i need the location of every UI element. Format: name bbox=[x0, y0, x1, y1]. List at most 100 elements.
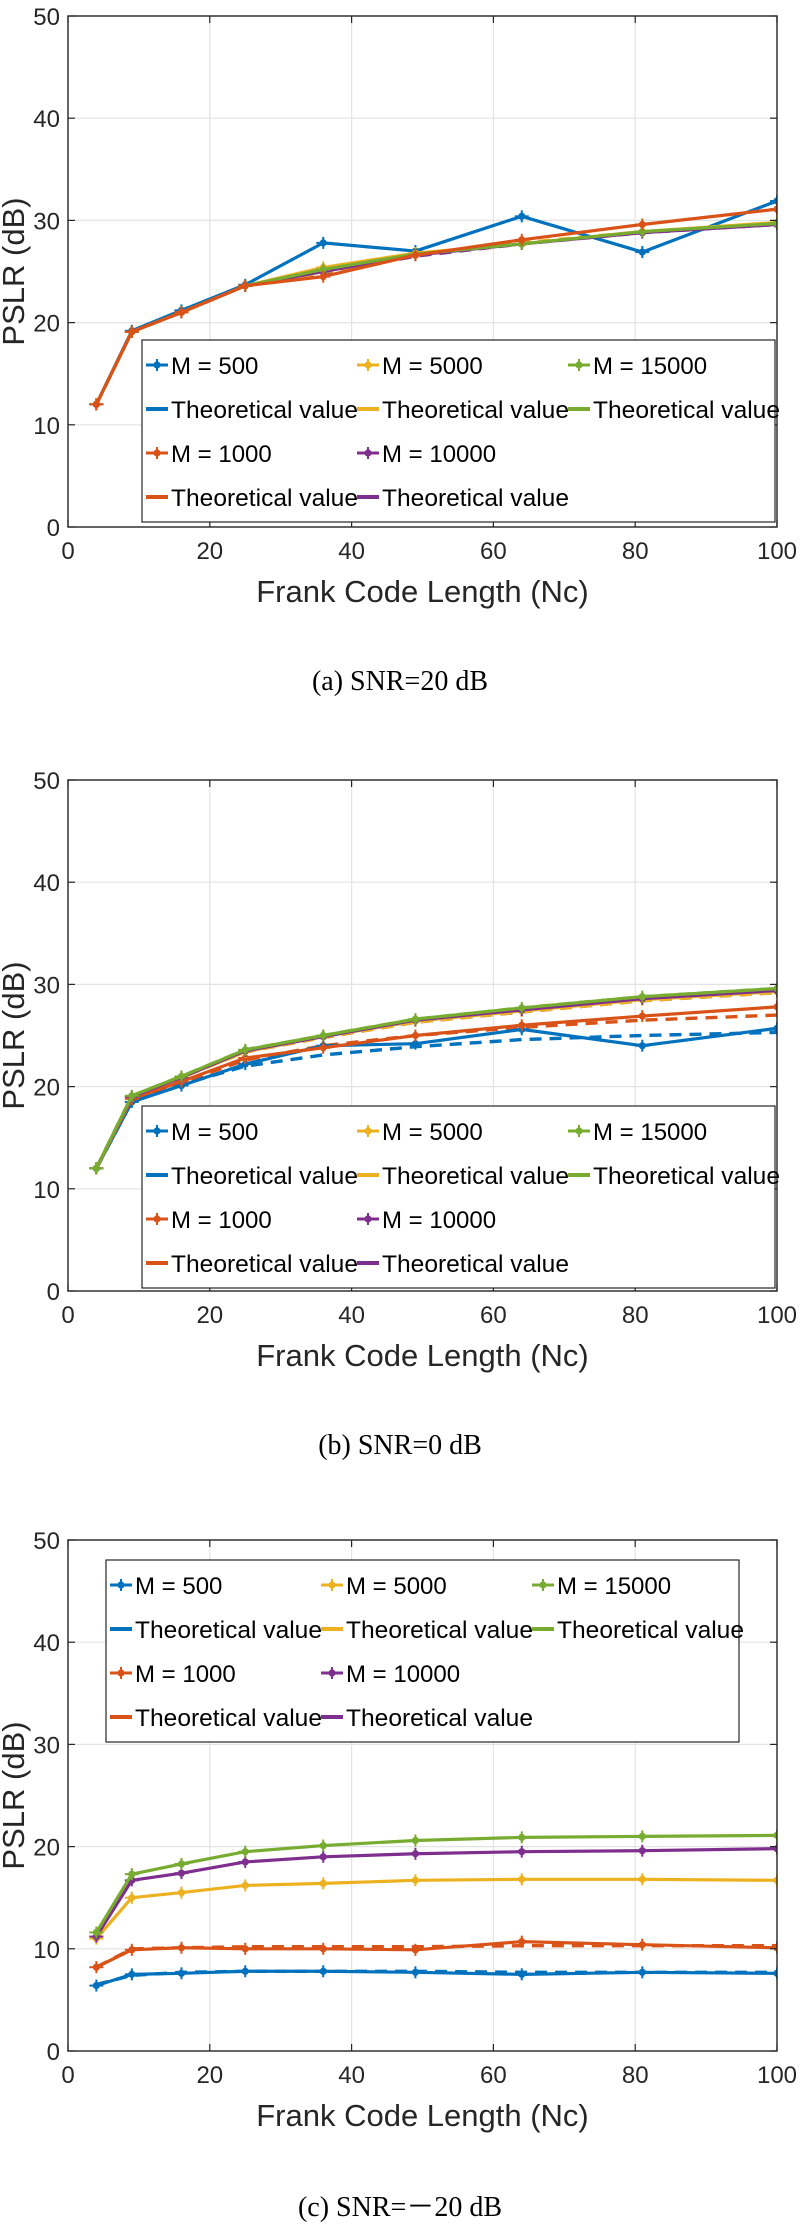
legend-swatch-marker bbox=[150, 359, 164, 371]
data-point-6-3 bbox=[238, 1845, 253, 1858]
legend-label: M = 15000 bbox=[593, 1119, 707, 1146]
legend-item: M = 5000 bbox=[357, 1119, 483, 1146]
legend: M = 500 M = 5000 M = 15000 Theoretical valu… bbox=[105, 1559, 744, 1743]
y-tick-label: 30 bbox=[33, 208, 60, 235]
data-point-2-3 bbox=[238, 1965, 253, 1978]
y-axis-label: PSLR (dB) bbox=[0, 1721, 31, 1869]
legend-swatch-marker bbox=[536, 1579, 550, 1591]
data-point-6-1 bbox=[124, 325, 139, 338]
x-tick-label: 100 bbox=[757, 538, 797, 565]
data-point-5-6 bbox=[514, 1845, 529, 1858]
y-tick-label: 10 bbox=[33, 1177, 60, 1204]
legend-swatch-marker bbox=[572, 359, 586, 371]
legend-item: M = 1000 bbox=[110, 1661, 236, 1688]
legend-label: M = 1000 bbox=[171, 1207, 272, 1234]
data-point-3-1 bbox=[124, 1943, 139, 1956]
y-tick-label: 40 bbox=[33, 1630, 60, 1657]
data-point-2-6 bbox=[514, 210, 529, 223]
data-point-2-5 bbox=[408, 1966, 423, 1979]
legend-item: Theoretical value bbox=[146, 1251, 358, 1278]
data-point-6-7 bbox=[635, 1010, 650, 1023]
series-group bbox=[89, 982, 777, 1175]
data-point-6-0 bbox=[89, 398, 104, 411]
legend-item: Theoretical value bbox=[357, 485, 569, 512]
legend-label: M = 10000 bbox=[382, 1207, 496, 1234]
data-point-6-2 bbox=[174, 306, 189, 319]
x-tick-label: 80 bbox=[622, 2062, 649, 2089]
x-tick-label: 40 bbox=[338, 1302, 365, 1329]
y-tick-label: 10 bbox=[33, 413, 60, 440]
legend-label: M = 10000 bbox=[346, 1661, 460, 1688]
y-tick-label: 30 bbox=[33, 972, 60, 999]
legend-label: M = 5000 bbox=[382, 353, 483, 380]
series-group bbox=[89, 194, 777, 411]
data-point-3-3 bbox=[238, 1942, 253, 1955]
data-point-2-8 bbox=[770, 1967, 777, 1980]
y-tick-label: 50 bbox=[33, 768, 60, 795]
legend-item: Theoretical value bbox=[321, 1705, 533, 1732]
legend-label: M = 500 bbox=[171, 353, 258, 380]
legend-item: M = 10000 bbox=[321, 1661, 460, 1688]
legend-label: M = 500 bbox=[171, 1119, 258, 1146]
y-tick-label: 30 bbox=[33, 1732, 60, 1759]
x-tick-label: 20 bbox=[196, 2062, 223, 2089]
legend-item: Theoretical value bbox=[568, 1163, 780, 1190]
data-point-9-8 bbox=[770, 982, 777, 995]
legend-label: M = 15000 bbox=[593, 353, 707, 380]
legend-label: Theoretical value bbox=[593, 397, 780, 424]
legend-item: M = 10000 bbox=[357, 441, 496, 468]
legend-item: M = 15000 bbox=[568, 1119, 707, 1146]
x-axis-label: Frank Code Length (Nc) bbox=[256, 574, 589, 609]
x-tick-label: 20 bbox=[196, 538, 223, 565]
legend-label: M = 15000 bbox=[557, 1573, 671, 1600]
data-point-5-3 bbox=[238, 1855, 253, 1868]
data-point-4-1 bbox=[124, 1891, 139, 1904]
legend-label: Theoretical value bbox=[171, 397, 358, 424]
data-point-6-8 bbox=[770, 1829, 777, 1842]
legend-label: M = 10000 bbox=[382, 441, 496, 468]
legend-item: M = 500 bbox=[146, 353, 258, 380]
chart-panel-1: 0 20 40 60 80 100 0 10 20 30 40 50 Frank Code Length… bbox=[0, 768, 797, 1461]
legend-label: Theoretical value bbox=[382, 1251, 569, 1278]
legend-item: M = 15000 bbox=[568, 353, 707, 380]
legend: M = 500 M = 5000 M = 15000 Theoretical valu… bbox=[141, 1105, 780, 1289]
legend-item: Theoretical value bbox=[357, 1251, 569, 1278]
data-point-4-4 bbox=[316, 1877, 331, 1890]
data-point-6-6 bbox=[514, 1831, 529, 1844]
y-tick-label: 10 bbox=[33, 1937, 60, 1964]
legend-item: Theoretical value bbox=[110, 1617, 322, 1644]
data-point-6-3 bbox=[238, 279, 253, 292]
data-point-2-0 bbox=[89, 1979, 104, 1992]
y-axis-label: PSLR (dB) bbox=[0, 961, 31, 1109]
figure-caption: (a) SNR=20 dB bbox=[312, 666, 488, 697]
data-point-6-6 bbox=[514, 233, 529, 246]
data-point-9-0 bbox=[89, 1162, 104, 1175]
data-point-6-5 bbox=[408, 249, 423, 262]
legend-item: Theoretical value bbox=[146, 397, 358, 424]
data-point-6-4 bbox=[316, 270, 331, 283]
legend-swatch-marker bbox=[150, 447, 164, 459]
legend-label: M = 1000 bbox=[171, 441, 272, 468]
data-point-4-3 bbox=[238, 1879, 253, 1892]
data-point-5-5 bbox=[408, 1847, 423, 1860]
legend-label: Theoretical value bbox=[346, 1705, 533, 1732]
data-point-3-4 bbox=[316, 1942, 331, 1955]
legend-swatch-marker bbox=[361, 359, 375, 371]
data-point-6-7 bbox=[635, 218, 650, 231]
legend-swatch-marker bbox=[361, 1125, 375, 1137]
data-point-2-2 bbox=[174, 1967, 189, 1980]
data-point-6-7 bbox=[635, 1830, 650, 1843]
data-point-5-7 bbox=[635, 225, 650, 238]
x-tick-label: 40 bbox=[338, 538, 365, 565]
x-tick-label: 80 bbox=[622, 538, 649, 565]
legend-item: M = 15000 bbox=[532, 1573, 671, 1600]
data-point-2-1 bbox=[124, 1968, 139, 1981]
y-tick-label: 0 bbox=[47, 515, 60, 542]
data-point-2-6 bbox=[514, 1968, 529, 1981]
chart-panel-0: 0 20 40 60 80 100 0 10 20 30 40 50 Frank Code Length… bbox=[0, 4, 797, 697]
data-point-6-4 bbox=[316, 1839, 331, 1852]
legend-item: Theoretical value bbox=[357, 397, 569, 424]
legend-swatch-marker bbox=[325, 1579, 339, 1591]
x-axis-label: Frank Code Length (Nc) bbox=[256, 2098, 589, 2133]
legend-label: Theoretical value bbox=[135, 1705, 322, 1732]
